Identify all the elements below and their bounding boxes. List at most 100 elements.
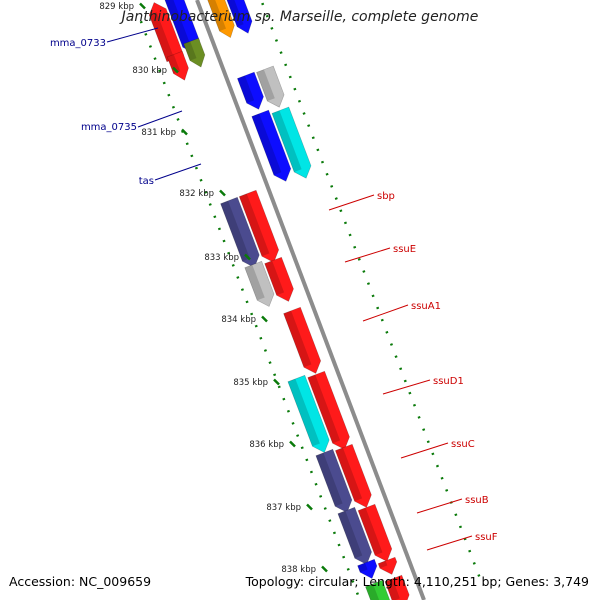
ruler-layer: 829 kbp 830 kbp 831 kbp 832 kbp 833 kbp 834 k… xyxy=(99,2,328,575)
gene-arrow-shade xyxy=(164,0,191,48)
ruler-tick-label: 834 kbp xyxy=(221,315,256,325)
gene-label-tas[interactable]: tas xyxy=(139,176,154,187)
ruler-tick xyxy=(306,503,313,511)
gene-label-mma_0735[interactable]: mma_0735 xyxy=(81,122,137,133)
gene-label-ssuF[interactable]: ssuF xyxy=(475,532,498,543)
gene-feature[interactable] xyxy=(283,306,322,374)
gene-feature[interactable] xyxy=(357,503,393,562)
gene-arrow-shade xyxy=(251,113,282,176)
gene-arrow[interactable] xyxy=(202,0,235,39)
gene-arrow[interactable] xyxy=(251,109,292,182)
gene-arrow[interactable] xyxy=(183,37,206,68)
gene-arrow-shade xyxy=(315,452,343,507)
gene-feature[interactable] xyxy=(238,189,280,263)
gene-arrow-shade xyxy=(357,562,368,573)
gene-arrow-shade xyxy=(239,193,270,257)
gene-label-sbp[interactable]: sbp xyxy=(377,191,395,202)
gene-arrow[interactable] xyxy=(271,106,312,179)
gene-arrow[interactable] xyxy=(365,579,391,600)
gene-label-connector xyxy=(400,442,449,459)
gene-arrow-shade xyxy=(167,54,181,74)
ruler-tick-label: 833 kbp xyxy=(204,253,239,263)
gene-arrow[interactable] xyxy=(264,256,294,302)
gene-features-layer xyxy=(148,0,410,600)
gene-label-connector xyxy=(344,247,391,263)
gene-arrow[interactable] xyxy=(220,196,260,268)
gene-label-connector xyxy=(106,27,159,43)
ruler-tick xyxy=(219,189,226,197)
gene-label-ssuD1[interactable]: ssuD1 xyxy=(433,376,464,387)
gene-arrow[interactable] xyxy=(315,448,353,513)
gene-label-ssuA1[interactable]: ssuA1 xyxy=(411,301,441,312)
gene-feature[interactable] xyxy=(271,106,312,179)
gene-feature[interactable] xyxy=(315,448,353,513)
gene-feature[interactable] xyxy=(384,574,410,600)
gene-arrow-shade xyxy=(149,12,175,62)
gene-feature[interactable] xyxy=(357,558,378,579)
ruler-tick-label: 838 kbp xyxy=(281,565,316,575)
gene-arrow-shade xyxy=(385,578,400,600)
gene-arrow-shade xyxy=(272,110,302,172)
gene-arrow[interactable] xyxy=(337,506,372,565)
gene-arrow[interactable] xyxy=(357,503,393,562)
gene-arrow-shade xyxy=(358,507,383,556)
gene-arrow[interactable] xyxy=(307,370,350,450)
ruler-tick-label: 831 kbp xyxy=(141,128,176,138)
gene-arrow[interactable] xyxy=(256,65,285,108)
gene-feature[interactable] xyxy=(166,50,189,81)
ruler-tick-label: 837 kbp xyxy=(266,503,301,513)
ruler-tick xyxy=(139,2,146,10)
gene-feature[interactable] xyxy=(377,556,398,575)
gene-feature[interactable] xyxy=(307,370,350,450)
gene-feature[interactable] xyxy=(365,579,391,600)
map-background-layer xyxy=(139,0,482,600)
gene-feature[interactable] xyxy=(335,443,372,508)
gene-arrow[interactable] xyxy=(377,556,398,575)
gene-arrow[interactable] xyxy=(244,260,275,307)
gene-label-connector xyxy=(154,163,202,181)
gene-arrow[interactable] xyxy=(335,443,372,508)
gene-feature[interactable] xyxy=(264,256,294,302)
gene-arrow[interactable] xyxy=(237,71,264,110)
gene-arrow-shade xyxy=(244,264,265,301)
gene-arrow-shade xyxy=(264,260,285,296)
gene-feature[interactable] xyxy=(220,196,260,268)
gene-arrow-shade xyxy=(378,560,388,569)
gene-arrow[interactable] xyxy=(384,574,410,600)
gene-arrow[interactable] xyxy=(238,189,280,263)
gene-feature[interactable] xyxy=(251,109,292,182)
gene-label-mma_0733[interactable]: mma_0733 xyxy=(50,38,106,49)
gene-feature[interactable] xyxy=(237,71,264,110)
ruler-tick-label: 829 kbp xyxy=(99,2,134,12)
gene-arrow-shade xyxy=(237,75,255,104)
gene-feature[interactable] xyxy=(202,0,235,39)
genome-backbone xyxy=(195,0,426,600)
gene-feature[interactable] xyxy=(219,0,253,34)
gene-arrow-shade xyxy=(287,378,320,447)
gene-feature[interactable] xyxy=(256,65,285,108)
inner-dotted-border xyxy=(259,0,482,580)
gene-feature[interactable] xyxy=(183,37,206,68)
gene-label-ssuE[interactable]: ssuE xyxy=(393,244,416,255)
gene-feature[interactable] xyxy=(244,260,275,307)
gene-label-ssuB[interactable]: ssuB xyxy=(465,495,489,506)
gene-label-connector xyxy=(362,304,409,322)
gene-arrow[interactable] xyxy=(166,50,189,81)
gene-label-connector xyxy=(416,498,463,514)
gene-arrow[interactable] xyxy=(283,306,322,374)
ruler-tick xyxy=(261,315,268,323)
gene-feature[interactable] xyxy=(287,374,330,453)
gene-arrow[interactable] xyxy=(357,558,378,579)
gene-arrow-shade xyxy=(256,69,275,101)
ruler-tick-label: 830 kbp xyxy=(132,66,167,76)
gene-arrow[interactable] xyxy=(287,374,330,453)
gene-arrow[interactable] xyxy=(219,0,253,34)
ruler-tick xyxy=(321,565,328,573)
gene-feature[interactable] xyxy=(337,506,372,565)
ruler-tick-label: 835 kbp xyxy=(233,378,268,388)
gene-arrow-shade xyxy=(207,0,226,32)
gene-label-ssuC[interactable]: ssuC xyxy=(451,439,475,450)
gene-arrow-shade xyxy=(365,583,380,600)
